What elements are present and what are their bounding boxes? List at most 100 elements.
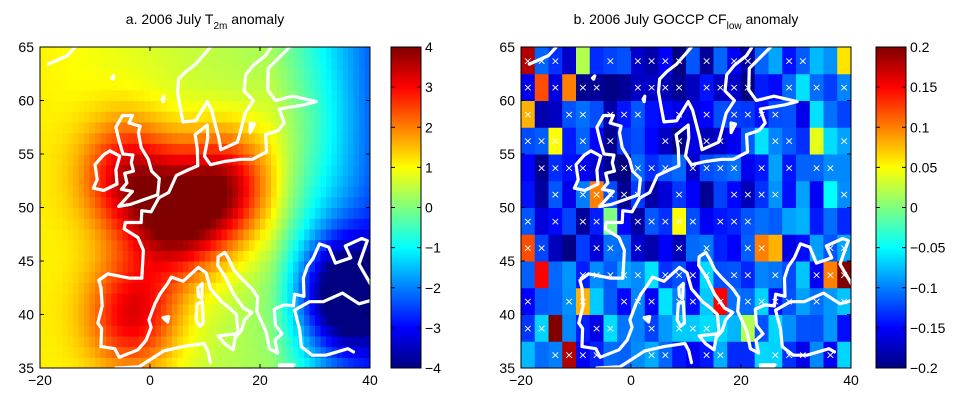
significance-marker: × <box>743 54 752 67</box>
heat-cell <box>45 250 52 262</box>
heat-cell <box>95 89 102 102</box>
heat-cell <box>342 79 349 91</box>
heat-cell <box>548 180 563 208</box>
heat-cell <box>84 357 91 368</box>
heat-cell <box>155 100 162 112</box>
heat-cell <box>315 89 322 102</box>
significance-marker: × <box>620 161 629 174</box>
heat-cell <box>144 325 151 337</box>
heat-cell <box>95 143 102 155</box>
heat-cell <box>576 207 591 235</box>
heat-cell <box>95 57 102 69</box>
heat-cell <box>161 175 168 187</box>
heat-cell <box>188 293 195 305</box>
heat-cell <box>144 335 151 348</box>
heat-cell <box>243 207 250 219</box>
heat-cell <box>111 143 118 155</box>
heat-cell <box>95 47 102 59</box>
heat-cell <box>166 261 173 273</box>
heat-cell <box>232 79 239 91</box>
significance-marker: × <box>688 161 697 174</box>
heat-cell <box>199 207 206 219</box>
heat-cell <box>658 180 673 208</box>
heat-cell <box>188 164 195 176</box>
heat-cell <box>205 89 212 102</box>
heat-cell <box>298 89 305 102</box>
heat-cell <box>78 293 85 305</box>
heat-cell <box>106 79 113 91</box>
heat-cell <box>161 303 168 316</box>
significance-marker: × <box>702 349 711 362</box>
heat-cell <box>326 228 333 241</box>
heat-cell <box>282 261 289 273</box>
significance-marker: × <box>565 349 574 362</box>
colorbar-tick-label: 0.1 <box>910 119 930 135</box>
heat-cell <box>265 282 272 294</box>
heat-cell <box>576 127 591 155</box>
heat-cell <box>45 164 52 176</box>
heat-cell <box>133 100 140 112</box>
heat-cell <box>364 47 370 59</box>
heat-cell <box>232 89 239 102</box>
heat-cell <box>40 57 47 69</box>
heat-cell <box>315 164 322 176</box>
heat-cell <box>106 100 113 112</box>
heat-cell <box>353 100 360 112</box>
heat-cell <box>337 121 344 134</box>
heat-cell <box>727 234 742 262</box>
heat-cell <box>238 47 245 59</box>
heat-cell <box>276 261 283 273</box>
heat-cell <box>67 325 74 337</box>
heat-cell <box>309 325 316 337</box>
heat-cell <box>73 271 80 283</box>
colorbar-a <box>390 46 422 369</box>
heat-cell <box>117 57 124 69</box>
heat-cell <box>265 164 272 176</box>
heat-cell <box>89 271 96 283</box>
significance-marker: × <box>551 188 560 201</box>
heat-cell <box>304 218 311 230</box>
heat-cell <box>754 207 769 235</box>
heat-cell <box>562 234 577 262</box>
heat-cell <box>111 57 118 69</box>
heat-cell <box>309 282 316 294</box>
heat-cell <box>249 111 256 123</box>
heat-cell <box>359 314 366 326</box>
title-b-subscript: low <box>727 21 743 32</box>
heat-cell <box>188 207 195 219</box>
heat-cell <box>216 57 223 69</box>
heat-cell <box>298 164 305 176</box>
heat-cell <box>617 207 632 235</box>
significance-marker: × <box>688 215 697 228</box>
heat-cell <box>320 271 327 283</box>
heat-cell <box>73 47 80 59</box>
heat-cell <box>166 111 173 123</box>
heat-cell <box>243 143 250 155</box>
heat-cell <box>293 121 300 134</box>
heat-cell <box>216 325 223 337</box>
heatmap-a <box>40 47 370 368</box>
heat-cell <box>337 57 344 69</box>
heat-cell <box>62 132 69 144</box>
colorbar-tick-label: 0 <box>910 200 918 216</box>
heat-cell <box>62 111 69 123</box>
heat-cell <box>89 154 96 166</box>
heat-cell <box>78 79 85 91</box>
heat-cell <box>644 287 659 315</box>
heat-cell <box>95 218 102 230</box>
heat-cell <box>238 250 245 262</box>
heat-cell <box>359 218 366 230</box>
heat-cell <box>188 250 195 262</box>
heat-cell <box>713 234 728 262</box>
heat-cell <box>243 132 250 144</box>
heat-cell <box>194 207 201 219</box>
heat-cell <box>342 57 349 69</box>
heat-cell <box>133 250 140 262</box>
heat-cell <box>95 261 102 273</box>
heat-cell <box>243 100 250 112</box>
heat-cell <box>67 154 74 166</box>
heat-cell <box>298 196 305 209</box>
heat-cell <box>260 68 267 80</box>
heat-cell <box>62 207 69 219</box>
heat-cell <box>364 175 370 187</box>
